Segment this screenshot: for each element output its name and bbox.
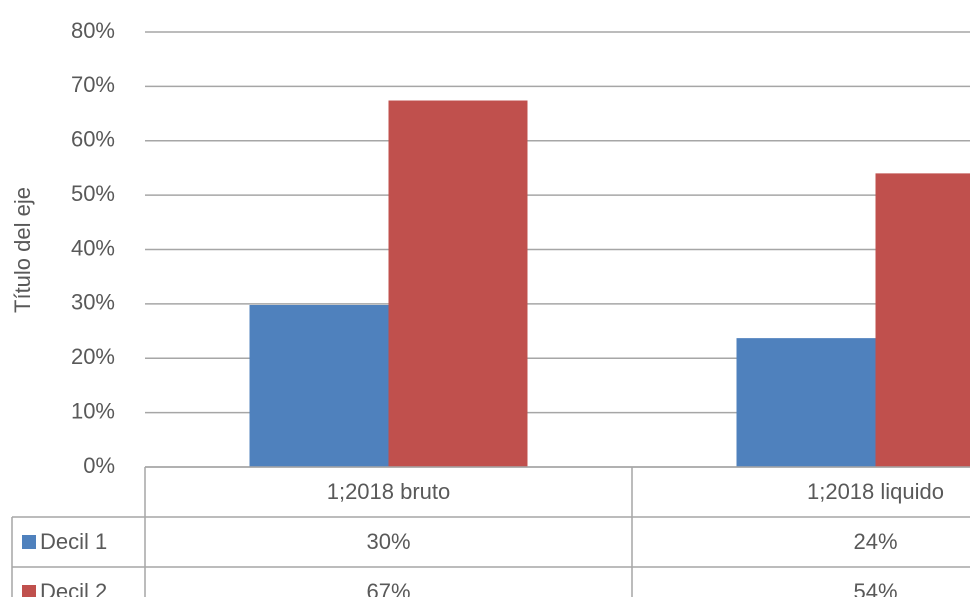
bar bbox=[388, 100, 528, 467]
bar bbox=[249, 304, 389, 467]
x-tick-label: 1;2018 liquido bbox=[807, 479, 944, 504]
bar bbox=[875, 173, 970, 467]
y-axis-title: Título del eje bbox=[10, 187, 35, 313]
data-label: 30% bbox=[366, 529, 410, 554]
legend-key bbox=[22, 535, 36, 549]
y-tick-label: 10% bbox=[71, 398, 115, 423]
bar bbox=[736, 338, 876, 467]
data-label: 67% bbox=[366, 579, 410, 597]
x-tick-label: 1;2018 bruto bbox=[327, 479, 451, 504]
y-tick-label: 50% bbox=[71, 181, 115, 206]
y-tick-label: 70% bbox=[71, 72, 115, 97]
legend-key bbox=[22, 585, 36, 597]
y-tick-label: 80% bbox=[71, 18, 115, 43]
data-label: 54% bbox=[853, 579, 897, 597]
legend-label: Decil 1 bbox=[40, 529, 107, 554]
legend-label: Decil 2 bbox=[40, 579, 107, 597]
y-tick-label: 60% bbox=[71, 127, 115, 152]
y-tick-label: 0% bbox=[83, 453, 115, 478]
data-label: 24% bbox=[853, 529, 897, 554]
y-tick-label: 30% bbox=[71, 290, 115, 315]
y-tick-label: 20% bbox=[71, 344, 115, 369]
y-tick-label: 40% bbox=[71, 235, 115, 260]
